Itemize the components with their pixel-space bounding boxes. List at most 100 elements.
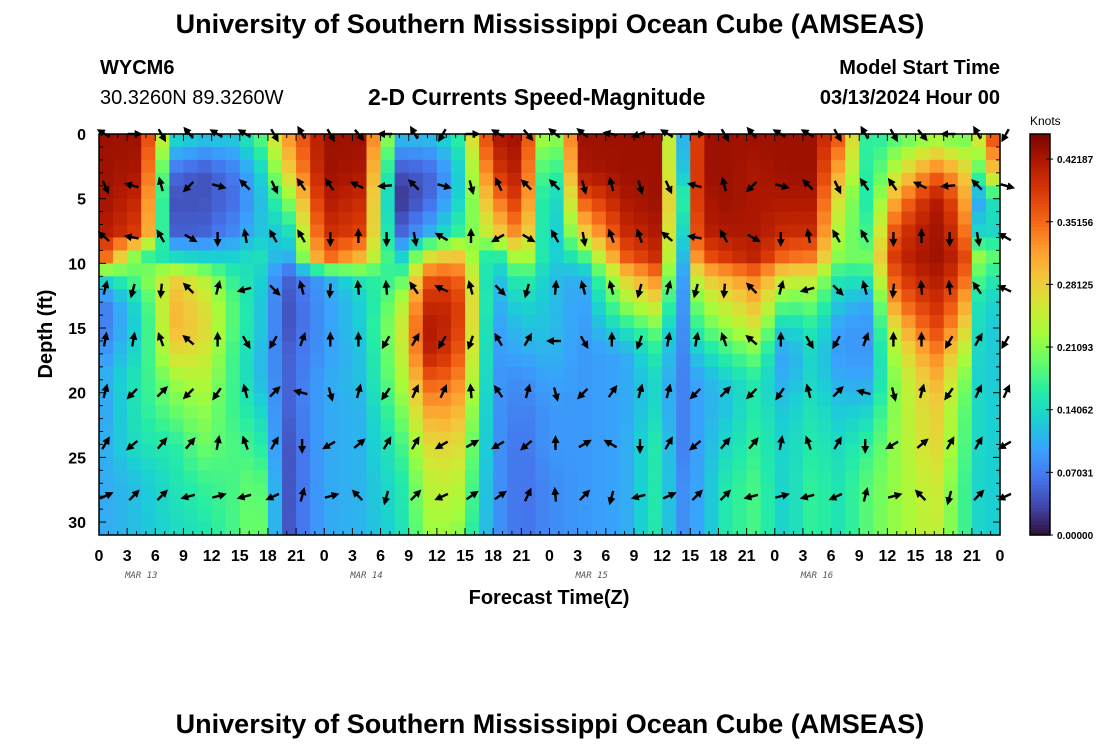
heatmap-cell: [422, 250, 438, 264]
heatmap-cell: [493, 302, 508, 316]
heatmap-cell: [535, 340, 551, 355]
heatmap-cell: [845, 405, 860, 420]
heatmap-cell: [99, 146, 114, 161]
heatmap-cell: [577, 276, 593, 290]
heatmap-cell: [450, 263, 466, 277]
heatmap-cell: [619, 444, 635, 458]
heatmap-cell: [380, 470, 396, 484]
heatmap-cell: [633, 237, 649, 252]
current-vector-arrow: [241, 383, 250, 399]
heatmap-cell: [774, 224, 790, 239]
heatmap-cell: [760, 340, 776, 355]
heatmap-cell: [479, 483, 494, 497]
heatmap-cell: [549, 237, 565, 252]
heatmap-cell: [816, 172, 832, 187]
heatmap-cell: [310, 211, 325, 226]
current-vector-arrow: [270, 180, 279, 195]
x-tick-label: 9: [630, 548, 639, 565]
heatmap-cell: [324, 353, 339, 368]
heatmap-cell: [352, 159, 368, 174]
heatmap-cell: [422, 276, 438, 290]
heatmap-cell: [831, 237, 846, 252]
heatmap-cell: [971, 211, 987, 226]
heatmap-cell: [859, 509, 874, 523]
heatmap-cell: [985, 211, 1001, 226]
current-vector-arrow: [997, 492, 1012, 501]
heatmap-cell: [310, 340, 325, 355]
heatmap-cell: [127, 250, 142, 264]
heatmap-cell: [957, 328, 973, 342]
heatmap-cell: [507, 315, 522, 329]
current-vector-arrow: [239, 179, 251, 191]
heatmap-cell: [366, 353, 382, 368]
heatmap-cell: [971, 470, 987, 484]
heatmap-cell: [605, 444, 621, 458]
heatmap-cell: [619, 172, 635, 187]
heatmap-cell: [605, 457, 621, 471]
heatmap-cell: [296, 340, 311, 355]
heatmap-cell: [971, 340, 987, 355]
heatmap-cell: [704, 198, 720, 213]
heatmap-cell: [732, 198, 748, 213]
heatmap-cell: [197, 418, 213, 433]
current-vector-arrow: [126, 387, 138, 400]
heatmap-cell: [985, 444, 1001, 458]
heatmap-cell: [718, 250, 734, 264]
colorbar-segment: [1030, 418, 1050, 422]
heatmap-cell: [662, 392, 677, 407]
heatmap-cell: [774, 379, 790, 394]
heatmap-cell: [732, 146, 748, 161]
heatmap-cell: [563, 289, 579, 303]
heatmap-cell: [704, 134, 720, 148]
heatmap-cell: [774, 302, 790, 316]
heatmap-cell: [788, 172, 804, 187]
heatmap-cell: [563, 483, 579, 497]
heatmap-cell: [352, 198, 368, 213]
heatmap-cell: [211, 198, 227, 213]
heatmap-cell: [436, 457, 452, 471]
heatmap-cell: [225, 522, 241, 536]
heatmap-cell: [690, 353, 705, 368]
heatmap-cell: [338, 522, 354, 536]
heatmap-cell: [662, 250, 677, 264]
heatmap-cell: [591, 276, 607, 290]
heatmap-cell: [676, 237, 691, 252]
heatmap-cell: [873, 159, 888, 174]
heatmap-cell: [141, 276, 156, 290]
heatmap-cell: [859, 444, 874, 458]
current-vector-arrow: [916, 438, 929, 449]
heatmap-cell: [873, 224, 888, 239]
heatmap-cell: [493, 340, 508, 355]
heatmap-cell: [535, 328, 551, 342]
heatmap-cell: [211, 289, 227, 303]
heatmap-cell: [591, 198, 607, 213]
heatmap-cell: [450, 483, 466, 497]
current-vector-arrow: [607, 384, 618, 398]
heatmap-cell: [845, 470, 860, 484]
colorbar-tick-label: 0.07031: [1057, 468, 1094, 479]
heatmap-cell: [563, 211, 579, 226]
colorbar-segment: [1030, 217, 1050, 222]
heatmap-cell: [211, 237, 227, 252]
heatmap-cell: [887, 328, 903, 342]
heatmap-cell: [957, 159, 973, 174]
heatmap-cell: [239, 444, 255, 458]
day-labels: MAR 13 MAR 14 MAR 15 MAR 16: [124, 571, 833, 581]
heatmap-cell: [816, 185, 832, 200]
heatmap-cell: [985, 483, 1001, 497]
heatmap-cell: [155, 457, 170, 471]
heatmap-cell: [169, 392, 185, 407]
heatmap-cell: [310, 315, 325, 329]
heatmap-cell: [450, 315, 466, 329]
heatmap-cell: [648, 211, 663, 226]
heatmap-cell: [802, 353, 818, 368]
heatmap-cell: [155, 328, 170, 342]
heatmap-cell: [324, 315, 339, 329]
heatmap-cell: [507, 263, 522, 277]
current-vector-arrow: [354, 383, 363, 399]
colorbar-tick-label: 0.28125: [1057, 280, 1094, 291]
heatmap-cell: [436, 263, 452, 277]
heatmap-cell: [366, 379, 382, 394]
heatmap-cell: [408, 172, 424, 187]
heatmap-cell: [267, 263, 283, 277]
